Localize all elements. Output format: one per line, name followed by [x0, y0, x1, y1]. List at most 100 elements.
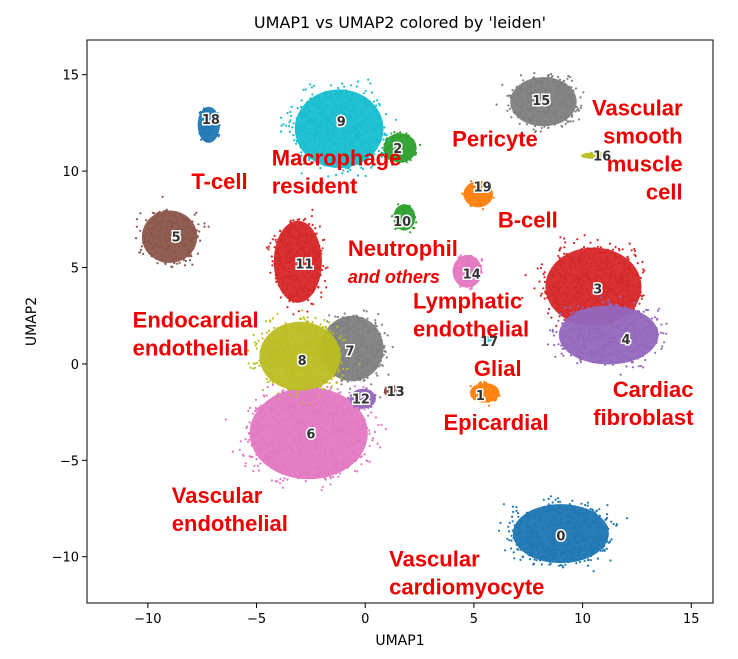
data-point: [641, 340, 644, 343]
data-point: [331, 323, 334, 327]
data-point: [186, 250, 189, 253]
data-point: [323, 388, 326, 391]
data-point: [311, 383, 314, 386]
data-point: [528, 530, 531, 534]
data-point: [172, 214, 175, 217]
data-point: [366, 346, 369, 349]
data-point: [527, 519, 530, 523]
data-point: [265, 394, 268, 397]
data-point: [284, 449, 287, 452]
data-point: [550, 304, 554, 307]
data-point: [309, 434, 312, 437]
data-point: [618, 353, 621, 356]
data-point: [307, 105, 310, 108]
data-point: [258, 406, 261, 409]
data-point: [315, 386, 318, 389]
data-point: [609, 559, 612, 562]
data-point: [290, 462, 293, 466]
data-point: [339, 434, 342, 437]
data-point: [327, 446, 330, 449]
data-point: [336, 406, 340, 409]
data-point: [578, 560, 582, 564]
data-point: [318, 138, 321, 141]
data-point: [632, 307, 636, 310]
data-point: [331, 343, 334, 346]
data-point: [546, 296, 549, 299]
data-point: [627, 284, 630, 287]
data-point: [286, 341, 289, 344]
data-point: [574, 266, 577, 269]
data-point: [368, 460, 371, 463]
data-point: [605, 547, 608, 550]
data-point: [282, 431, 285, 434]
data-point: [377, 139, 380, 142]
data-point: [555, 299, 558, 302]
data-point: [302, 342, 305, 345]
data-point: [563, 237, 566, 240]
data-point: [575, 298, 578, 301]
data-point: [360, 320, 363, 323]
data-point: [178, 245, 181, 248]
data-point: [179, 214, 182, 217]
data-point: [313, 437, 316, 440]
data-point: [665, 332, 668, 335]
data-point: [365, 150, 368, 154]
data-point: [606, 291, 610, 294]
data-point: [163, 213, 167, 216]
data-point: [591, 536, 594, 539]
data-point: [326, 320, 329, 323]
data-point: [173, 238, 176, 241]
data-point: [289, 327, 292, 330]
data-point: [629, 358, 632, 361]
data-point: [357, 328, 360, 331]
data-point: [287, 236, 290, 239]
data-point: [577, 550, 581, 553]
data-point: [363, 357, 366, 360]
data-point: [642, 329, 645, 332]
data-point: [255, 423, 258, 426]
data-point: [328, 135, 331, 138]
data-point: [332, 416, 335, 419]
data-point: [183, 218, 186, 221]
data-point: [329, 121, 332, 125]
data-point: [224, 418, 227, 421]
data-point: [278, 442, 281, 445]
data-point: [564, 531, 567, 534]
data-point: [303, 447, 306, 450]
data-point: [310, 97, 313, 100]
data-point: [170, 256, 173, 259]
data-point: [623, 285, 626, 288]
data-point: [528, 558, 532, 561]
data-point: [355, 375, 358, 378]
data-point: [611, 248, 615, 251]
data-point: [607, 286, 611, 290]
data-point: [599, 361, 602, 364]
data-point: [332, 141, 335, 144]
data-point: [628, 346, 632, 349]
data-point: [291, 276, 294, 279]
data-point: [568, 503, 571, 506]
data-point: [607, 307, 610, 310]
data-point: [361, 340, 364, 343]
data-point: [347, 335, 350, 338]
data-point: [355, 352, 358, 355]
data-point: [565, 273, 568, 276]
data-point: [360, 427, 363, 430]
data-point: [332, 423, 335, 426]
data-point: [366, 125, 370, 128]
data-point: [376, 348, 379, 351]
data-point: [571, 258, 574, 261]
data-point: [380, 151, 383, 154]
data-point: [629, 344, 632, 347]
data-point: [304, 144, 307, 147]
data-point: [587, 278, 590, 281]
data-point: [577, 261, 580, 264]
data-point: [557, 343, 560, 346]
data-point: [517, 548, 520, 551]
data-point: [315, 105, 318, 109]
data-point: [574, 538, 577, 541]
data-point: [323, 143, 326, 146]
data-point: [561, 307, 564, 310]
data-point: [555, 324, 558, 327]
data-point: [617, 327, 620, 330]
